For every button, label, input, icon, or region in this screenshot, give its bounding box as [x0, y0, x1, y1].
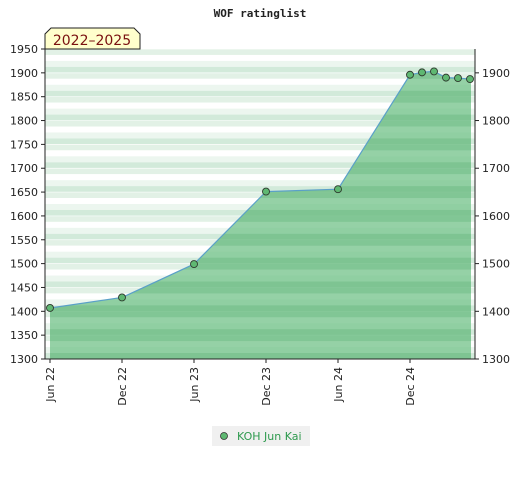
y-tick-label: 1600	[10, 210, 38, 223]
data-point	[418, 68, 426, 77]
background-band	[45, 168, 475, 175]
background-band	[45, 186, 475, 193]
background-band	[45, 132, 475, 139]
data-point	[406, 70, 414, 79]
background-band	[45, 66, 475, 73]
background-band	[45, 49, 475, 55]
background-band	[45, 192, 475, 199]
data-point	[118, 293, 126, 302]
y-tick-label: 1400	[10, 305, 38, 318]
y-tick-label: 1450	[10, 281, 38, 294]
badge-shape	[44, 27, 141, 50]
data-point	[466, 75, 474, 83]
data-point	[454, 74, 462, 83]
y-tick-label: 1500	[482, 258, 510, 271]
background-band	[45, 72, 475, 79]
data-points	[46, 67, 474, 312]
y-tick-label: 1350	[10, 329, 38, 342]
data-point	[190, 260, 198, 269]
y-tick-label: 1700	[10, 162, 38, 175]
y-tick-label: 1800	[10, 115, 38, 128]
background-band	[45, 84, 475, 91]
y-ticks-left: 1950 1900 1850 1800 1750 1700 1650 1600 1550 1500…	[10, 43, 45, 366]
x-tick-label: Dec 24	[404, 367, 417, 406]
legend-box	[212, 426, 310, 446]
background-band	[45, 120, 475, 127]
x-tick-label: Dec 22	[116, 367, 129, 406]
background-band	[45, 174, 475, 181]
badge-text: 2022–2025	[53, 33, 131, 49]
background-band	[45, 156, 475, 163]
background-band	[45, 138, 475, 145]
data-point	[442, 73, 450, 82]
y-tick-label: 1700	[482, 162, 510, 175]
data-point	[46, 304, 54, 312]
y-tick-label: 1800	[482, 115, 510, 128]
background-band	[45, 96, 475, 103]
data-point	[430, 67, 438, 76]
y-tick-label: 1650	[10, 186, 38, 199]
background-band	[45, 78, 475, 85]
background-band	[45, 180, 475, 187]
x-ticks: Jun 22 Dec 22 Jun 23 Dec 23 Jun 24 Dec 24	[44, 359, 417, 406]
background-band	[45, 102, 475, 109]
background-band	[45, 54, 475, 61]
background-band	[45, 144, 475, 151]
y-tick-label: 1950	[10, 43, 38, 56]
x-tick-label: Jun 23	[188, 367, 201, 403]
y-tick-label: 1850	[10, 91, 38, 104]
legend-label: KOH Jun Kai	[237, 430, 302, 443]
date-range-badge: 2022–2025	[44, 27, 141, 50]
y-ticks-right: 1900 1800 1700 1600 1500 1400 1300	[475, 67, 510, 366]
background-band	[45, 114, 475, 121]
background-band	[45, 150, 475, 157]
background-band	[45, 126, 475, 133]
chart-title: WOF ratinglist	[214, 7, 307, 20]
y-tick-label: 1400	[482, 305, 510, 318]
rating-area	[50, 71, 471, 360]
y-tick-label: 1750	[10, 138, 38, 151]
y-tick-label: 1300	[10, 353, 38, 366]
y-tick-label: 1900	[482, 67, 510, 80]
y-tick-label: 1300	[482, 353, 510, 366]
background-band	[45, 108, 475, 115]
data-point	[334, 185, 342, 194]
x-tick-label: Jun 24	[332, 367, 345, 403]
y-tick-label: 1500	[10, 258, 38, 271]
y-tick-label: 1600	[482, 210, 510, 223]
x-tick-label: Dec 23	[260, 367, 273, 406]
background-band	[45, 162, 475, 169]
background-band	[45, 60, 475, 67]
y-tick-label: 1900	[10, 67, 38, 80]
legend[interactable]: KOH Jun Kai	[212, 426, 310, 446]
x-tick-label: Jun 22	[44, 367, 57, 403]
data-point	[262, 187, 270, 196]
legend-marker-icon	[220, 432, 228, 440]
background-band	[45, 90, 475, 97]
y-tick-label: 1550	[10, 234, 38, 247]
